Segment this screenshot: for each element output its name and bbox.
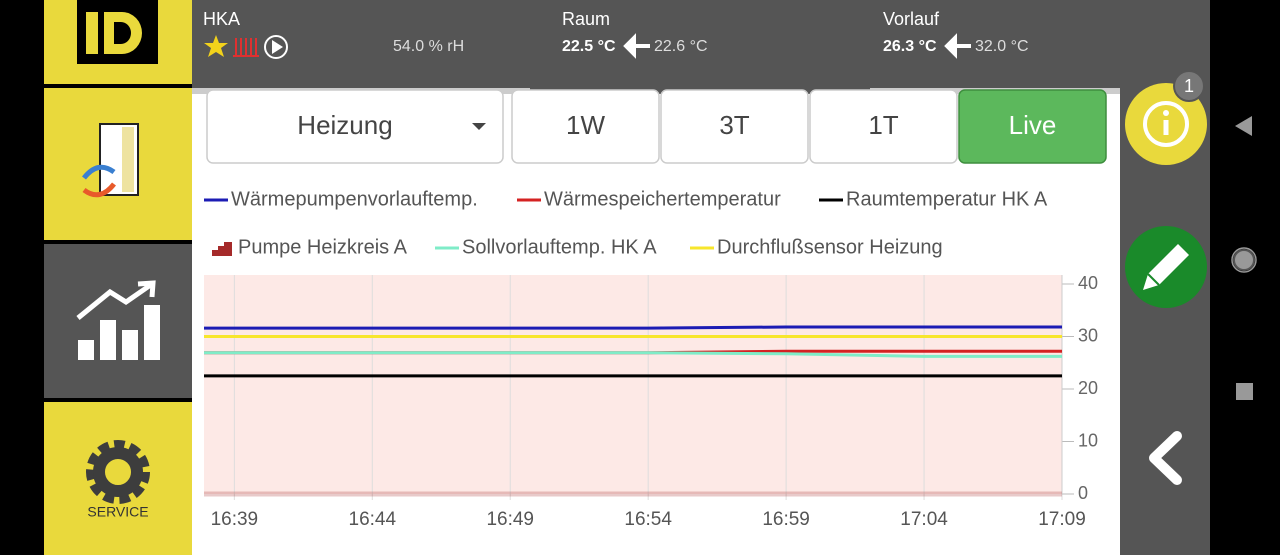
- gear-icon: [93, 447, 143, 497]
- chart-icon: [144, 305, 160, 360]
- nav-back[interactable]: [1235, 116, 1252, 136]
- nav-recent[interactable]: [1236, 383, 1253, 400]
- chart-icon: [137, 280, 156, 298]
- chart-icon: [78, 340, 94, 360]
- range-tab[interactable]: [809, 89, 958, 164]
- dropdown[interactable]: [206, 89, 504, 164]
- chart-icon: [76, 281, 154, 320]
- window-icon: [122, 127, 134, 192]
- humidity: 54.0 % rH: [393, 38, 464, 55]
- play-icon: [264, 35, 288, 59]
- x-tick-label: 17:04: [900, 509, 948, 530]
- logo: [104, 12, 142, 54]
- room-target: 22.6 °C: [654, 38, 708, 55]
- arrow-icon: [82, 182, 116, 198]
- info-icon: [1163, 120, 1169, 135]
- chart-icon: [122, 330, 138, 360]
- x-tick-label: 16:44: [349, 509, 397, 530]
- legend-label: Wärmepumpenvorlauftemp.: [231, 188, 478, 210]
- legend-swatch: [212, 242, 232, 256]
- y-tick-label: 30: [1078, 325, 1098, 345]
- nav-service[interactable]: [44, 402, 192, 555]
- pencil-icon: [1143, 244, 1189, 290]
- range-tab[interactable]: [511, 89, 660, 164]
- chart: 16:39 16:44 16:49 16:54 16:59 17:04 17:09 0 10 20…: [204, 188, 1098, 530]
- range-tab-label: 1T: [868, 110, 898, 140]
- y-tick-label: 10: [1078, 430, 1098, 450]
- series-line: [204, 351, 1062, 358]
- logo: [86, 12, 98, 54]
- x-tick-label: 16:49: [486, 509, 534, 530]
- range-tab-label: 3T: [719, 110, 749, 140]
- play-icon: [272, 40, 283, 54]
- heater-icon: [233, 38, 259, 57]
- x-tick-label: 17:09: [1038, 509, 1086, 530]
- flow-actual: 26.3 °C: [883, 38, 937, 55]
- range-tab-label: 1W: [566, 110, 605, 140]
- nav-home[interactable]: [1233, 249, 1255, 271]
- x-tick-label: 16:39: [211, 509, 259, 530]
- y-tick-label: 40: [1078, 273, 1098, 293]
- y-tick-label: 0: [1078, 483, 1088, 503]
- arrow-icon: [82, 164, 116, 180]
- legend-label: Durchflußsensor Heizung: [717, 236, 943, 258]
- nav-charts[interactable]: [44, 244, 192, 398]
- plot-area: [204, 275, 1062, 494]
- info-icon: [1163, 110, 1169, 116]
- y-tick-label: 20: [1078, 378, 1098, 398]
- legend-label: Raumtemperatur HK A: [846, 188, 1048, 210]
- range-tabs: 1W 3T 1T Live: [511, 89, 1107, 164]
- legend-label: Wärmespeichertemperatur: [544, 188, 781, 210]
- star-icon: [204, 35, 228, 57]
- back-button[interactable]: [1149, 431, 1182, 485]
- flow-target: 32.0 °C: [975, 38, 1029, 55]
- room-actual: 22.5 °C: [562, 38, 616, 55]
- range-tab[interactable]: [660, 89, 809, 164]
- range-tab-label: Live: [1009, 110, 1057, 140]
- legend-label: Sollvorlauftemp. HK A: [462, 236, 657, 258]
- legend-label: Pumpe Heizkreis A: [238, 236, 408, 258]
- arrow-icon: [623, 33, 650, 59]
- nav-home: [1231, 247, 1257, 273]
- service-label: SERVICE: [87, 504, 148, 520]
- dropdown-arrow: [472, 123, 486, 130]
- room-label: Raum: [562, 9, 610, 29]
- pencil-icon: [1147, 273, 1160, 286]
- circuit-name: HKA: [203, 9, 240, 29]
- x-tick-label: 16:54: [624, 509, 672, 530]
- badge-count: 1: [1184, 76, 1194, 96]
- chart-icon: [100, 320, 116, 360]
- arrow-icon: [944, 33, 971, 59]
- x-tick-label: 16:59: [762, 509, 810, 530]
- info-icon: [1143, 101, 1189, 147]
- flow-label: Vorlauf: [883, 9, 940, 29]
- dropdown-label: Heizung: [297, 110, 392, 140]
- range-tab[interactable]: [958, 89, 1107, 164]
- badge: [1173, 70, 1205, 102]
- series-line: [204, 325, 1062, 330]
